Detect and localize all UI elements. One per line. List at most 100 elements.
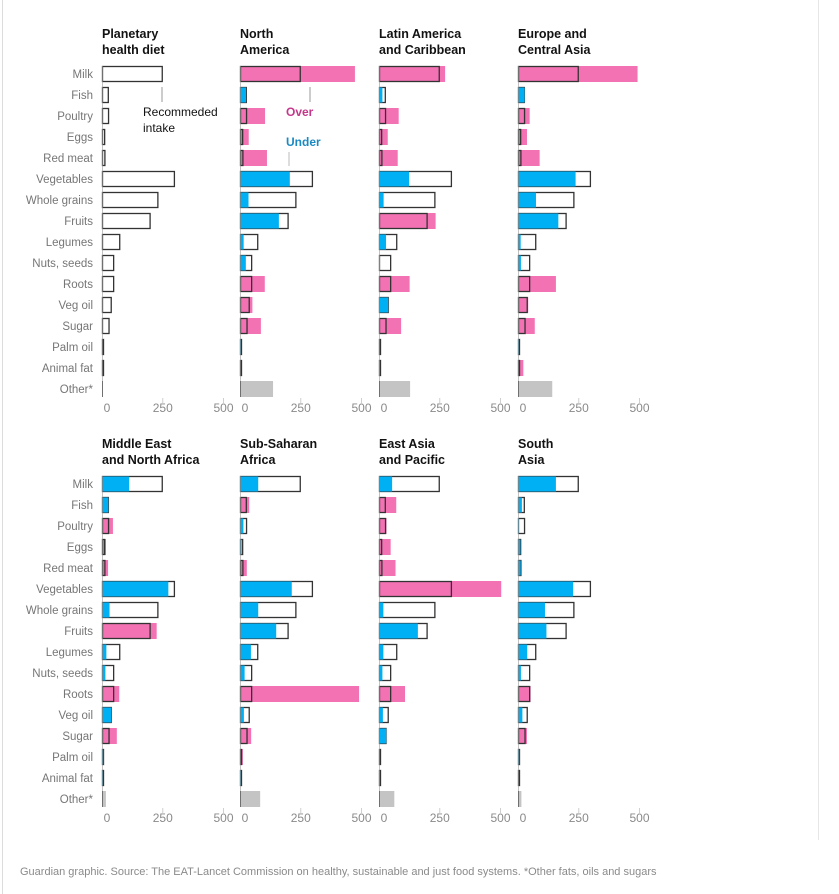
x-tick-label: 250: [153, 401, 173, 415]
x-tick-label: 0: [381, 401, 388, 415]
bar-whole-grains: [378, 601, 436, 619]
bar-eggs: [239, 128, 249, 146]
actual-bar-under: [240, 602, 259, 618]
category-label: Vegetables: [36, 174, 93, 186]
category-label: Veg oil: [58, 710, 93, 722]
bar-milk: [378, 65, 446, 83]
recommended-bar: [101, 128, 106, 146]
bar-vegetables: [517, 170, 592, 188]
bar-vegetables: [101, 170, 176, 188]
actual-bar-over: [518, 150, 540, 166]
recommended-intake-label: intake: [143, 121, 175, 135]
category-label: Sugar: [62, 321, 93, 333]
bar-whole-grains: [239, 191, 297, 209]
bar-veg-oil: [378, 706, 389, 724]
bar-legumes: [517, 233, 537, 251]
category-label: Whole grains: [26, 605, 93, 617]
bar-nuts-seeds: [378, 254, 392, 272]
recommended-bar: [101, 275, 115, 293]
actual-bar-under: [379, 234, 387, 250]
bar-sugar: [101, 727, 117, 745]
panel-europe-and-central-asia: Europe and Central Asia 0 250 500: [517, 27, 650, 415]
category-label: Fruits: [64, 626, 93, 638]
bar-poultry: [101, 517, 113, 535]
bar-poultry: [378, 517, 387, 535]
bar-veg-oil: [101, 296, 112, 314]
bar-fish: [517, 86, 525, 104]
panel-title: Asia: [518, 453, 545, 467]
actual-bar-under: [518, 497, 522, 513]
actual-bar-over: [379, 560, 396, 576]
bar-fish: [101, 86, 109, 104]
panel-title: South: [518, 437, 553, 451]
bar-sugar: [517, 727, 527, 745]
recommended-bar: [101, 254, 115, 272]
bar-vegetables: [517, 580, 592, 598]
actual-bar-over: [518, 297, 529, 313]
bar-veg-oil: [378, 296, 389, 314]
actual-bar-over: [518, 108, 530, 124]
actual-bar-under: [240, 87, 247, 103]
under-label: Under: [286, 135, 321, 149]
actual-bar-over: [379, 108, 399, 124]
actual-bar: [102, 791, 106, 807]
bar-fruits: [517, 212, 567, 230]
recommended-bar: [101, 170, 176, 188]
bar-red-meat: [517, 149, 540, 167]
category-label: Animal fat: [42, 773, 94, 785]
bar-animal-fat: [517, 359, 524, 377]
x-tick-label: 500: [213, 401, 233, 415]
actual-bar-under: [240, 665, 245, 681]
bar-eggs: [239, 538, 244, 556]
bar-fish: [378, 86, 386, 104]
bar-legumes: [101, 233, 121, 251]
bar-eggs: [101, 128, 106, 146]
bar-nuts-seeds: [517, 664, 531, 682]
recommended-bar: [101, 296, 112, 314]
bar-milk: [101, 475, 163, 493]
actual-bar-under: [240, 476, 259, 492]
x-tick-label: 500: [629, 811, 649, 825]
x-tick-label: 0: [242, 811, 249, 825]
bar-nuts-seeds: [101, 664, 115, 682]
panel-title: and Pacific: [379, 453, 445, 467]
actual-bar-under: [518, 87, 525, 103]
recommended-bar: [101, 317, 110, 335]
actual-bar-over: [240, 686, 360, 702]
actual-bar-under: [518, 581, 574, 597]
actual-bar-under: [518, 476, 556, 492]
category-label: Other*: [60, 384, 94, 396]
bar-roots: [101, 685, 120, 703]
category-label: Legumes: [46, 647, 94, 659]
panel-title: and Caribbean: [379, 43, 466, 57]
actual-bar-over: [240, 276, 265, 292]
bar-red-meat: [517, 559, 522, 577]
actual-bar-under: [240, 707, 244, 723]
actual-bar-under: [240, 539, 242, 555]
bar-nuts-seeds: [239, 254, 253, 272]
bar-milk: [101, 65, 163, 83]
actual-bar-under: [518, 749, 520, 765]
bar-fish: [378, 496, 397, 514]
category-label: Nuts, seeds: [32, 668, 93, 680]
actual-bar-under: [240, 234, 244, 250]
actual-bar-under: [379, 665, 383, 681]
panel-title: and North Africa: [102, 453, 201, 467]
actual-bar-over: [102, 686, 120, 702]
recommended-bar: [101, 233, 121, 251]
bar-fish: [239, 496, 250, 514]
bar-other-: [379, 381, 411, 397]
category-label: Roots: [63, 689, 93, 701]
actual-bar-under: [518, 255, 521, 271]
bar-roots: [517, 685, 531, 703]
bar-veg-oil: [101, 706, 112, 724]
recommended-bar: [101, 107, 110, 125]
actual-bar-under: [102, 749, 104, 765]
bar-red-meat: [101, 559, 109, 577]
bar-poultry: [378, 107, 399, 125]
bar-poultry: [239, 517, 248, 535]
bar-eggs: [517, 128, 527, 146]
bar-milk: [378, 475, 440, 493]
bar-legumes: [378, 233, 398, 251]
actual-bar-under: [518, 707, 523, 723]
